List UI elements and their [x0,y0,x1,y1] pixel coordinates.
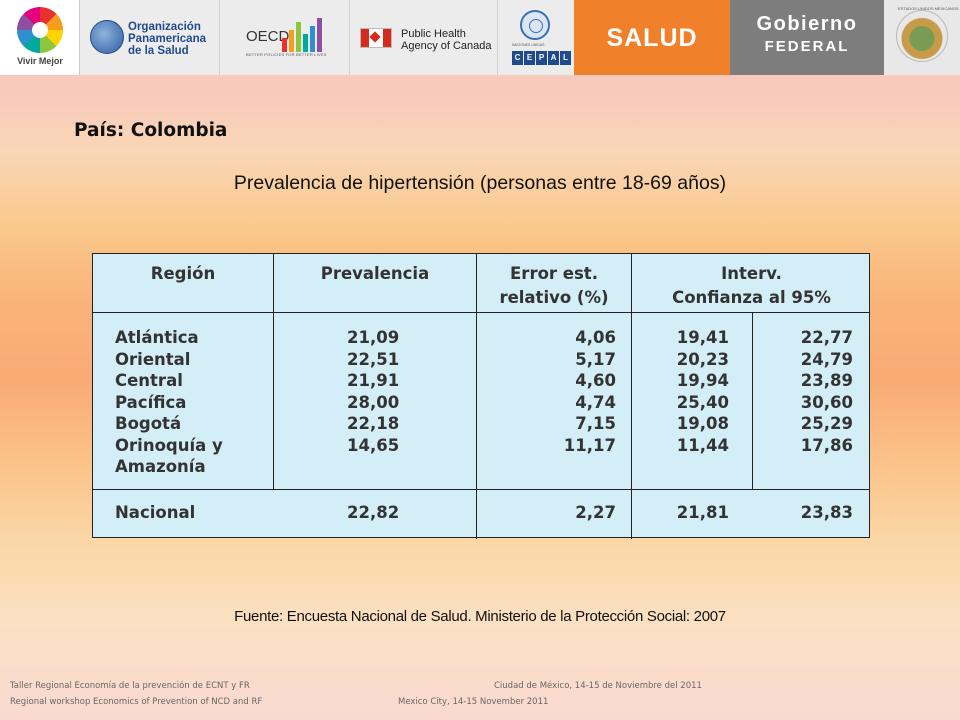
ic-high-column: 22,77 24,79 23,89 30,60 25,29 17,86 [768,327,853,456]
prevalencia-cell: 28,00 [347,392,400,412]
oecd-label: OECD [246,28,290,45]
ic-low-cell: 19,08 [676,414,729,433]
ic-high-cell: 24,79 [800,349,853,369]
source-note: Fuente: Encuesta Nacional de Salud. Mini… [234,608,726,625]
mexico-coat-of-arms: ESTADOS UNIDOS MEXICANOS [884,0,960,75]
un-emblem-icon [520,10,550,40]
national-label: Nacional [115,503,196,522]
vivir-mejor-logo: Vivir Mejor [0,0,80,75]
phac-line-1: Public Health [401,28,466,40]
oecd-logo: OECD BETTER POLICIES FOR BETTER LIVES [220,0,350,75]
national-ic-low: 21,81 [676,503,729,522]
region-cell: Oriental [115,349,191,369]
ic-high-cell: 22,77 [800,328,853,347]
ic-low-cell: 25,40 [676,392,729,412]
vivir-mejor-flower-icon [17,7,63,53]
header-error-line-1: Error est. [510,264,598,283]
footer-left-line-1: Taller Regional Economía de la prevenció… [10,681,250,691]
cepal-logo: NACIONES UNIDAS C E P A L [498,0,574,75]
ic-low-cell: 11,44 [676,435,729,455]
ic-low-cell: 20,23 [676,349,729,369]
vivir-mejor-label: Vivir Mejor [17,56,63,66]
header-error-line-2: relativo (%) [499,288,609,307]
error-column: 4,06 5,17 4,60 4,74 7,15 11,17 [513,327,616,456]
error-cell: 4,60 [575,371,616,390]
header-ic-line-1: Interv. [721,264,782,283]
error-cell: 11,17 [563,435,616,455]
header-ic-line-2: Confianza al 95% [672,288,831,307]
ic-low-cell: 19,41 [676,328,729,347]
region-cell: Atlántica [115,328,199,347]
logo-header: Vivir Mejor Organización Panamericana de… [0,0,960,75]
column-divider [752,312,753,489]
coat-of-arms-icon [896,10,948,62]
national-error: 2,27 [575,503,616,522]
ic-high-cell: 25,29 [800,414,853,433]
region-cell: Central [115,371,183,390]
error-cell: 5,17 [575,349,616,369]
cepal-letter: E [524,51,535,65]
footer-right-line-2: Mexico City, 14-15 November 2011 [398,697,549,707]
naciones-unidas-label: NACIONES UNIDAS [512,43,545,47]
prevalencia-column: 21,09 22,51 21,91 28,00 22,18 14,65 [347,327,399,456]
header-divider [93,312,869,313]
national-prevalencia: 22,82 [347,503,400,522]
country-title: País: Colombia [74,120,228,141]
region-cell: Pacífica [115,392,187,412]
ops-name: Organización Panamericana de la Salud [128,21,206,57]
ops-line-1: Organización [128,21,201,33]
error-cell: 4,74 [575,392,616,412]
error-cell: 4,06 [575,328,616,347]
region-cell: Bogotá [115,414,182,433]
region-cell: Amazonía [115,457,206,476]
ic-low-column: 19,41 20,23 19,94 25,40 19,08 11,44 [649,327,729,456]
cepal-letter: L [560,51,571,65]
header-confidence-interval: Interv. Confianza al 95% [632,262,871,310]
phac-line-2: Agency of Canada [401,40,492,52]
ic-high-cell: 23,89 [800,371,853,390]
cepal-letter: C [512,51,523,65]
oecd-bars-icon [282,18,326,52]
region-cell: Orinoquía y [115,435,223,455]
oecd-tagline: BETTER POLICIES FOR BETTER LIVES [246,52,327,57]
column-divider [631,254,632,539]
ic-low-cell: 19,94 [676,371,729,390]
salud-logo: SALUD [574,0,730,75]
salud-label: SALUD [606,24,698,52]
ops-line-3: de la Salud [128,45,189,57]
region-column: Atlántica Oriental Central Pacífica Bogo… [115,327,223,478]
cepal-letter: A [548,51,559,65]
header-region: Región [150,264,216,283]
footer-left-line-2: Regional workshop Economics of Preventio… [10,697,263,707]
phac-name: Public Health Agency of Canada [401,28,492,52]
prevalencia-cell: 22,51 [347,349,400,369]
header-prevalencia: Prevalencia [320,264,430,283]
footer-right-line-1: Ciudad de México, 14-15 de Noviembre del… [494,681,702,691]
national-row-divider [93,489,869,490]
ic-high-cell: 30,60 [800,392,853,412]
ops-line-2: Panamericana [128,33,206,45]
ic-high-cell: 17,86 [800,435,853,455]
cepal-letters: C E P A L [512,51,572,65]
gobierno-federal-logo: Gobierno FEDERAL [730,0,884,75]
prevalencia-cell: 21,09 [347,328,400,347]
slide-subtitle: Prevalencia de hipertensión (personas en… [233,172,727,194]
column-divider [273,254,274,489]
prevalencia-cell: 21,91 [347,371,400,390]
prevalence-table: Región Prevalencia Error est. relativo (… [92,253,871,539]
column-divider [476,254,477,539]
gobierno-label: Gobierno [756,13,858,35]
prevalencia-cell: 14,65 [347,435,400,455]
cepal-letter: P [536,51,547,65]
prevalencia-cell: 22,18 [347,414,400,433]
national-ic-high: 23,83 [800,503,853,522]
header-error: Error est. relativo (%) [477,262,631,310]
phac-logo: Public Health Agency of Canada [350,0,498,75]
error-cell: 7,15 [575,414,616,433]
federal-label: FEDERAL [764,38,850,55]
ops-logo: Organización Panamericana de la Salud [80,0,220,75]
ops-globe-icon [90,20,124,54]
escudo-label: ESTADOS UNIDOS MEXICANOS [898,6,959,11]
